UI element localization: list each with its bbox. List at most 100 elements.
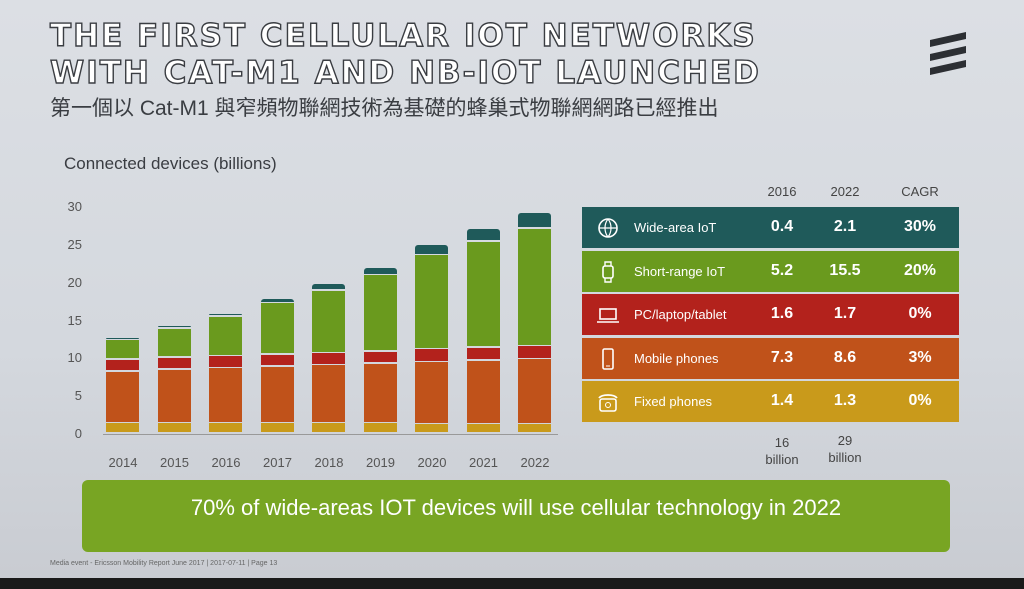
value-2022: 2.1	[833, 218, 857, 235]
bar-fixed-phones-2018	[312, 423, 345, 433]
value-2022: 1.7	[833, 305, 857, 322]
bar-pc-laptop-tablet-2017	[260, 354, 294, 366]
bar-wide-area-iot-2022	[518, 213, 551, 228]
ericsson-logo-icon	[930, 32, 966, 75]
row-label: Wide-area IoT	[634, 220, 717, 235]
bar-pc-laptop-tablet-2022	[518, 346, 551, 358]
row-label: Short-range IoT	[634, 263, 726, 279]
bar-short-range-iot-2019	[363, 275, 397, 351]
table-row-fixed-phones: Fixed phones 1.4 1.3 0%	[582, 381, 959, 422]
value-2022: 15.5	[829, 261, 861, 279]
bar-fixed-phones-2021	[466, 424, 500, 433]
value-cagr: 0%	[908, 392, 932, 409]
bar-mobile-phones-2022	[518, 359, 551, 423]
total-value: 16	[774, 435, 790, 450]
conclusion-banner: 70% of wide-areas IOT devices will use c…	[82, 480, 950, 552]
total-unit: billion	[828, 450, 862, 465]
bar-fixed-phones-2020	[415, 424, 448, 433]
bar-wide-area-iot-2021	[466, 228, 500, 241]
bar-pc-laptop-tablet-2019	[363, 351, 397, 363]
bar-fixed-phones-2022	[518, 424, 551, 433]
table-header: 2022	[830, 184, 860, 199]
x-tick-label: 2020	[417, 455, 447, 470]
table-row-wide-area-iot: Wide-area IoT 0.4 2.1 30%	[582, 207, 959, 248]
bar-wide-area-iot-2016	[209, 313, 242, 316]
bar-short-range-iot-2016	[209, 316, 242, 355]
value-cagr: 30%	[903, 218, 937, 235]
bar-mobile-phones-2017	[260, 366, 294, 422]
bar-fixed-phones-2016	[209, 423, 242, 433]
x-tick-label: 2019	[366, 455, 395, 470]
mobile-phone-icon	[602, 347, 614, 370]
bar-mobile-phones-2014	[106, 371, 139, 422]
bar-short-range-iot-2020	[415, 255, 448, 348]
bar-pc-laptop-tablet-2020	[415, 349, 448, 361]
bar-pc-laptop-tablet-2021	[466, 347, 500, 360]
x-tick-label: 2022	[520, 455, 550, 470]
bar-mobile-phones-2019	[363, 363, 397, 422]
bar-short-range-iot-2022	[518, 228, 551, 345]
footer: Media event - Ericsson Mobility Report J…	[50, 560, 278, 567]
x-tick-label: 2018	[314, 455, 344, 470]
subtitle: 第一個以 Cat-M1 與窄頻物聯網技術為基礎的蜂巢式物聯網網路已經推出	[50, 97, 719, 120]
fixed-phone-icon	[598, 394, 618, 412]
bar-fixed-phones-2019	[363, 423, 397, 433]
bar-mobile-phones-2020	[415, 362, 448, 423]
bar-wide-area-iot-2017	[260, 298, 294, 302]
value-2016: 5.2	[770, 261, 794, 279]
bar-short-range-iot-2015	[157, 328, 191, 357]
table-row-mobile-phones: Mobile phones 7.3 8.6 3%	[582, 337, 959, 379]
bar-short-range-iot-2017	[260, 303, 294, 354]
value-2022: 8.6	[833, 348, 857, 366]
bar-wide-area-iot-2020	[415, 244, 448, 254]
bar-pc-laptop-tablet-2015	[157, 357, 191, 369]
bar-mobile-phones-2021	[466, 360, 500, 423]
x-tick-label: 2016	[211, 455, 241, 470]
y-tick-label: 5	[74, 388, 82, 404]
total-unit: billion	[765, 452, 799, 467]
y-axis-label: Connected devices (billions)	[64, 154, 277, 173]
bar-fixed-phones-2014	[106, 423, 139, 433]
bar-mobile-phones-2016	[209, 368, 242, 422]
value-cagr: 20%	[903, 261, 937, 279]
table-header: 2016	[767, 184, 797, 199]
bar-short-range-iot-2021	[466, 241, 500, 347]
row-label: Mobile phones	[634, 350, 719, 366]
value-2016: 1.6	[770, 305, 794, 322]
laptop-icon	[597, 308, 619, 323]
x-tick-label: 2017	[263, 455, 292, 470]
bar-mobile-phones-2015	[157, 369, 191, 422]
bar-fixed-phones-2017	[260, 423, 294, 433]
y-tick-label: 30	[67, 199, 82, 214]
value-2016: 7.3	[770, 348, 794, 366]
bar-pc-laptop-tablet-2016	[209, 356, 242, 367]
value-cagr: 0%	[908, 305, 932, 322]
bar-wide-area-iot-2014	[106, 337, 139, 339]
bar-wide-area-iot-2015	[157, 325, 191, 328]
x-tick-label: 2015	[160, 455, 189, 470]
watch-icon	[602, 260, 614, 283]
x-tick-label: 2021	[469, 455, 498, 470]
title-line-1: THE FIRST CELLULAR IOT NETWORKS	[49, 17, 757, 54]
row-label: Fixed phones	[634, 394, 713, 409]
total-2016: 16 billion	[752, 434, 812, 468]
bar-pc-laptop-tablet-2018	[312, 353, 345, 364]
table-row-pc-laptop-tablet: PC/laptop/tablet 1.6 1.7 0%	[582, 294, 959, 335]
total-value: 29	[837, 433, 853, 448]
table-row-short-range-iot: Short-range IoT 5.2 15.5 20%	[582, 250, 959, 292]
y-tick-label: 20	[67, 274, 82, 290]
value-cagr: 3%	[908, 348, 932, 366]
total-2022: 29 billion	[815, 432, 875, 466]
y-tick-label: 0	[74, 426, 82, 441]
x-tick-label: 2014	[108, 455, 138, 470]
bar-fixed-phones-2015	[157, 423, 191, 433]
value-2016: 0.4	[770, 218, 794, 235]
bar-short-range-iot-2014	[106, 340, 139, 359]
value-2016: 1.4	[770, 392, 794, 409]
title-line-2: WITH CAT-M1 AND NB-IOT LAUNCHED	[49, 54, 761, 91]
bar-wide-area-iot-2018	[312, 284, 345, 290]
bar-short-range-iot-2018	[312, 290, 345, 352]
y-tick-label: 25	[67, 236, 82, 252]
bar-mobile-phones-2018	[312, 365, 345, 422]
